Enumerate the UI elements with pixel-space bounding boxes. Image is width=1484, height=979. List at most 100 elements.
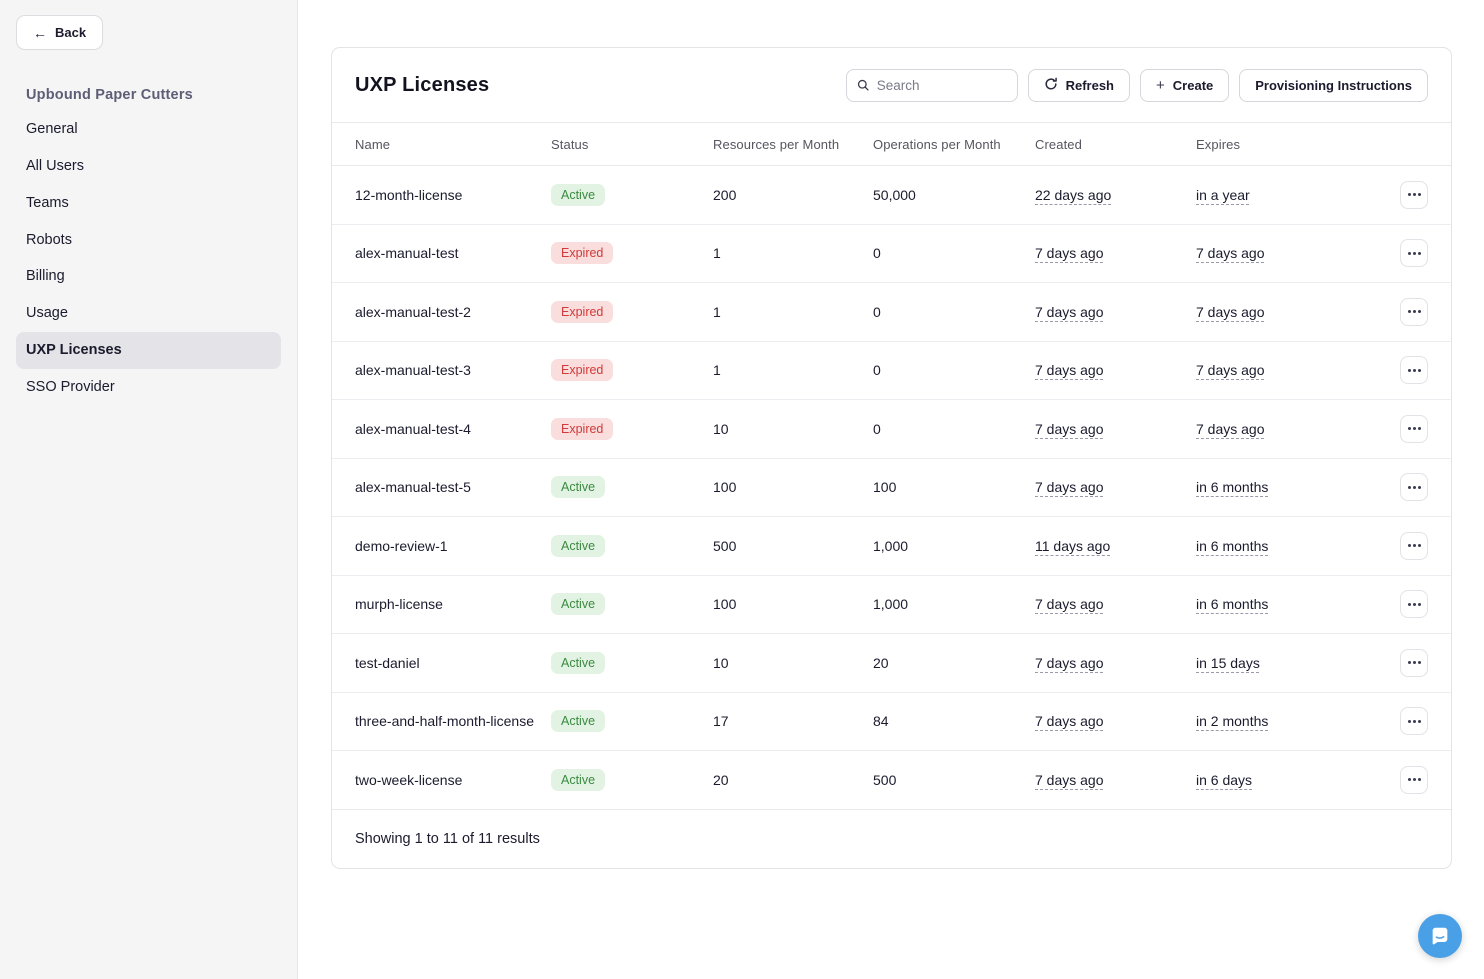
table-row: three-and-half-month-license Active 17 8… xyxy=(332,693,1451,751)
status-badge: Active xyxy=(551,534,606,557)
created-value[interactable]: 7 days ago xyxy=(1035,303,1104,320)
operations-value: 0 xyxy=(873,303,881,320)
search-box[interactable] xyxy=(845,68,1018,102)
ellipsis-icon xyxy=(1407,719,1411,723)
expires-value[interactable]: in 6 months xyxy=(1196,537,1269,554)
license-name: murph-license xyxy=(355,596,443,613)
status-badge: Active xyxy=(551,183,606,206)
column-header-resources: Resources per Month xyxy=(713,136,840,152)
license-name: alex-manual-test-5 xyxy=(355,479,471,496)
sidebar: ← Back Upbound Paper Cutters General All … xyxy=(0,0,298,979)
chat-widget-button[interactable] xyxy=(1418,914,1462,958)
expires-value[interactable]: in 6 months xyxy=(1196,596,1269,613)
license-name: three-and-half-month-license xyxy=(355,713,534,730)
expires-value[interactable]: in a year xyxy=(1196,186,1250,203)
sidebar-item-usage[interactable]: Usage xyxy=(26,305,68,322)
row-actions-button[interactable] xyxy=(1400,297,1428,326)
header-actions: Refresh + Create Provisioning Instructio… xyxy=(845,68,1428,102)
create-button[interactable]: + Create xyxy=(1140,68,1230,102)
create-button-label: Create xyxy=(1172,77,1214,93)
created-value[interactable]: 7 days ago xyxy=(1035,654,1104,671)
sidebar-item-uxp-licenses[interactable]: UXP Licenses xyxy=(16,332,281,369)
license-name: two-week-license xyxy=(355,771,463,788)
refresh-icon xyxy=(1044,77,1058,94)
ellipsis-icon xyxy=(1407,661,1411,665)
status-badge: Active xyxy=(551,768,606,791)
sidebar-item-sso-provider[interactable]: SSO Provider xyxy=(26,378,115,395)
table-row: two-week-license Active 20 500 7 days ag… xyxy=(332,751,1451,810)
sidebar-item-billing[interactable]: Billing xyxy=(26,268,65,285)
page-title: UXP Licenses xyxy=(355,73,490,96)
status-badge: Expired xyxy=(551,242,614,265)
expires-value[interactable]: 7 days ago xyxy=(1196,303,1265,320)
operations-value: 500 xyxy=(873,771,897,788)
provisioning-instructions-button[interactable]: Provisioning Instructions xyxy=(1239,68,1428,102)
created-value[interactable]: 11 days ago xyxy=(1035,537,1111,554)
sidebar-item-robots[interactable]: Robots xyxy=(26,231,72,248)
operations-value: 20 xyxy=(873,654,889,671)
resources-value: 17 xyxy=(713,713,729,730)
created-value[interactable]: 7 days ago xyxy=(1035,596,1104,613)
table-row: alex-manual-test-2 Expired 1 0 7 days ag… xyxy=(332,283,1451,342)
resources-value: 1 xyxy=(713,303,721,320)
table-row: murph-license Active 100 1,000 7 days ag… xyxy=(332,576,1451,634)
row-actions-button[interactable] xyxy=(1400,707,1428,736)
expires-value[interactable]: 7 days ago xyxy=(1196,362,1265,379)
ellipsis-icon xyxy=(1407,485,1411,489)
column-header-created: Created xyxy=(1035,136,1082,152)
row-actions-button[interactable] xyxy=(1400,180,1428,209)
refresh-button-label: Refresh xyxy=(1065,77,1115,93)
operations-value: 1,000 xyxy=(873,596,909,613)
license-name: 12-month-license xyxy=(355,186,463,203)
created-value[interactable]: 7 days ago xyxy=(1035,245,1104,262)
created-value[interactable]: 7 days ago xyxy=(1035,362,1104,379)
table-header-row: Name Status Resources per Month Operatio… xyxy=(332,123,1451,166)
expires-value[interactable]: in 2 months xyxy=(1196,713,1269,730)
operations-value: 84 xyxy=(873,713,889,730)
main-content: UXP Licenses Refres xyxy=(298,0,1484,979)
sidebar-nav: General All Users Teams Robots Billing Usage U… xyxy=(16,111,281,406)
ellipsis-icon xyxy=(1407,310,1411,314)
created-value[interactable]: 7 days ago xyxy=(1035,479,1104,496)
table-row: alex-manual-test-4 Expired 10 0 7 days a… xyxy=(332,400,1451,459)
sidebar-item-general[interactable]: General xyxy=(26,121,78,137)
table-body: 12-month-license Active 200 50,000 22 da… xyxy=(332,166,1451,810)
expires-value[interactable]: 7 days ago xyxy=(1196,245,1265,262)
column-header-status: Status xyxy=(551,136,589,152)
row-actions-button[interactable] xyxy=(1400,648,1428,677)
back-button-label: Back xyxy=(55,25,87,40)
expires-value[interactable]: in 6 days xyxy=(1196,771,1253,788)
expires-value[interactable]: in 15 days xyxy=(1196,654,1260,671)
created-value[interactable]: 22 days ago xyxy=(1035,186,1112,203)
created-value[interactable]: 7 days ago xyxy=(1035,771,1104,788)
results-count: Showing 1 to 11 of 11 results xyxy=(355,830,540,847)
refresh-button[interactable]: Refresh xyxy=(1027,68,1131,102)
table-row: alex-manual-test Expired 1 0 7 days ago … xyxy=(332,225,1451,283)
ellipsis-icon xyxy=(1407,602,1411,606)
sidebar-item-all-users[interactable]: All Users xyxy=(26,157,85,174)
sidebar-item-teams[interactable]: Teams xyxy=(26,194,69,211)
search-input[interactable] xyxy=(876,77,1007,93)
org-title: Upbound Paper Cutters xyxy=(26,87,193,103)
column-header-operations: Operations per Month xyxy=(873,136,1001,152)
created-value[interactable]: 7 days ago xyxy=(1035,420,1104,437)
row-actions-button[interactable] xyxy=(1400,765,1428,794)
row-actions-button[interactable] xyxy=(1400,356,1428,385)
resources-value: 500 xyxy=(713,537,737,554)
status-badge: Active xyxy=(551,476,606,499)
row-actions-button[interactable] xyxy=(1400,590,1428,619)
row-actions-button[interactable] xyxy=(1400,531,1428,560)
created-value[interactable]: 7 days ago xyxy=(1035,713,1104,730)
plus-icon: + xyxy=(1156,76,1165,94)
expires-value[interactable]: in 6 months xyxy=(1196,479,1269,496)
operations-value: 0 xyxy=(873,245,881,262)
resources-value: 10 xyxy=(713,420,729,437)
row-actions-button[interactable] xyxy=(1400,473,1428,502)
license-name: test-daniel xyxy=(355,654,420,671)
row-actions-button[interactable] xyxy=(1400,414,1428,443)
status-badge: Active xyxy=(551,593,606,616)
back-button[interactable]: ← Back xyxy=(16,15,104,50)
row-actions-button[interactable] xyxy=(1400,239,1428,268)
expires-value[interactable]: 7 days ago xyxy=(1196,420,1265,437)
resources-value: 100 xyxy=(713,596,737,613)
